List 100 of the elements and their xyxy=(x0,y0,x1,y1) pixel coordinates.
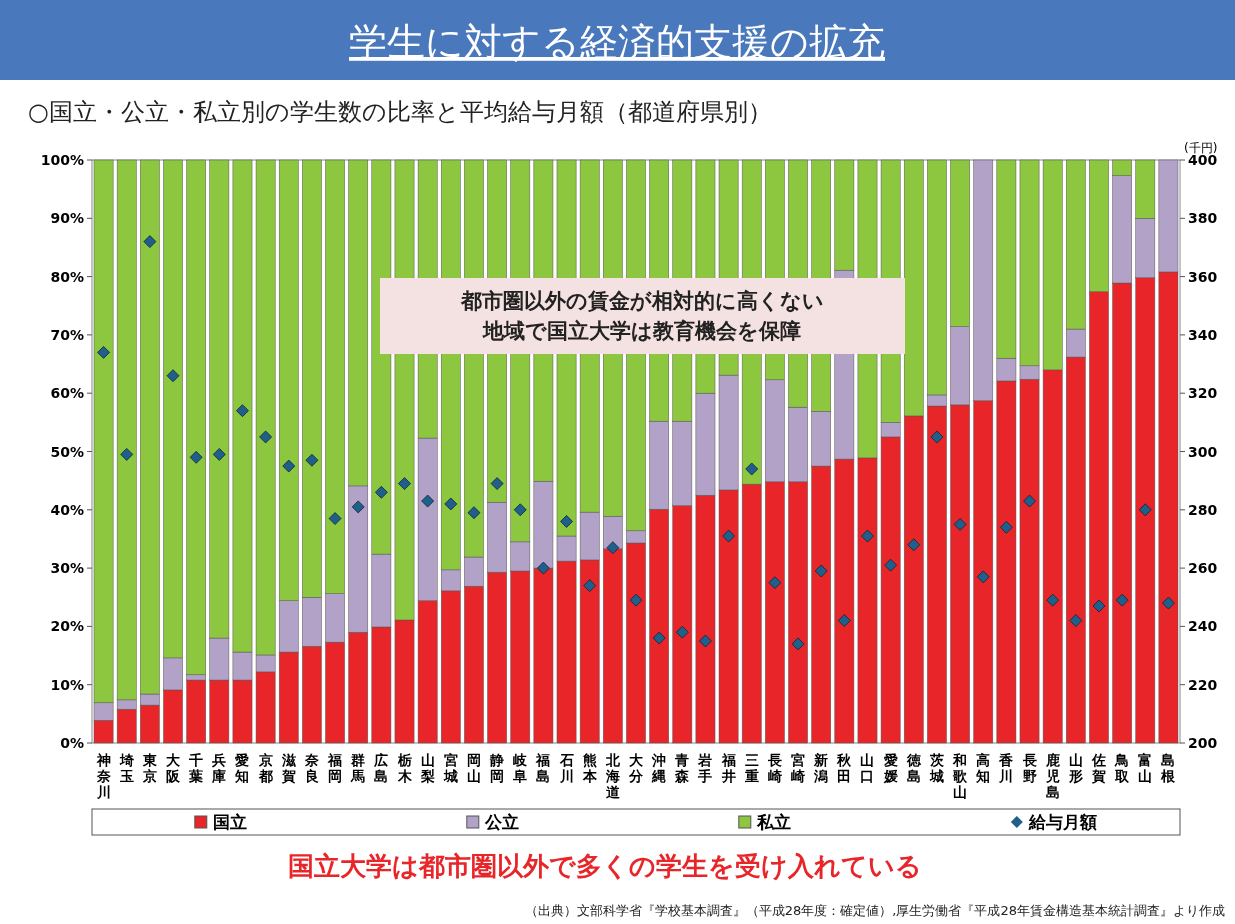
x-tick-label: 愛媛 xyxy=(882,752,898,784)
point xyxy=(1115,593,1129,607)
point xyxy=(1046,593,1060,607)
point xyxy=(212,448,226,461)
x-tick-label: 長野 xyxy=(1021,752,1037,784)
point xyxy=(814,564,828,578)
point xyxy=(745,462,759,476)
x-tick-label: 静岡 xyxy=(489,752,505,784)
y2-axis-title: (千円) xyxy=(1184,141,1218,155)
x-tick-label: 宮崎 xyxy=(791,752,806,784)
x-tick-label: 新潟 xyxy=(813,752,829,784)
y-tick-label: 10% xyxy=(50,676,84,693)
point xyxy=(444,497,458,511)
point xyxy=(467,506,481,520)
point xyxy=(328,512,342,525)
x-tick-label: 埼玉 xyxy=(118,752,134,784)
y-tick-label: 0% xyxy=(60,735,84,751)
y2-tick-label: 300 xyxy=(1188,443,1218,460)
point xyxy=(236,404,249,418)
x-tick-label: 群馬 xyxy=(350,752,366,784)
y-tick-label: 100% xyxy=(40,152,84,168)
y-tick-label: 80% xyxy=(50,268,84,285)
point xyxy=(699,634,712,648)
point xyxy=(189,450,203,464)
x-tick-label: 鹿児島 xyxy=(1044,752,1060,800)
point xyxy=(976,570,990,584)
y2-tick-label: 220 xyxy=(1188,676,1218,693)
point xyxy=(1069,614,1083,627)
point xyxy=(606,541,620,555)
point xyxy=(351,500,365,514)
point xyxy=(1092,599,1106,613)
text: 国立大学は都市圏以外で多くの学生を受け入れている xyxy=(288,851,922,881)
y2-tick-label: 380 xyxy=(1188,210,1218,227)
point xyxy=(791,637,805,651)
x-tick-label: 高知 xyxy=(975,752,991,784)
y-tick-label: 30% xyxy=(50,560,84,577)
x-tick-label: 兵庫 xyxy=(211,752,227,784)
point xyxy=(629,593,643,607)
point xyxy=(305,453,319,467)
annotation: 地域で国立大学は教育機会を保障 xyxy=(482,319,801,343)
x-tick-label: 愛知 xyxy=(234,752,250,784)
x-tick-label: 青森 xyxy=(674,752,691,784)
x-tick-label: 徳島 xyxy=(905,752,922,784)
x-tick-label: 大分 xyxy=(628,752,644,784)
x-tick-label: 岩手 xyxy=(697,752,713,784)
chart-title: 学生に対する経済的支援の拡充 xyxy=(349,20,885,64)
x-tick-label: 富山 xyxy=(1138,752,1153,784)
x-tick-label: 栃木 xyxy=(396,752,413,784)
point xyxy=(884,558,898,572)
annotation: 都市圏以外の賃金が相対的に高くない xyxy=(459,289,824,313)
x-tick-label: 岐阜 xyxy=(512,752,529,784)
y-tick-label: 40% xyxy=(50,501,84,518)
point xyxy=(537,561,550,575)
point xyxy=(861,529,874,543)
point xyxy=(374,485,388,499)
point xyxy=(259,430,273,444)
x-tick-label: 北海道 xyxy=(604,752,621,800)
point xyxy=(282,459,296,473)
x-tick-label: 香川 xyxy=(998,752,1015,784)
point xyxy=(675,625,689,639)
y-tick-label: 60% xyxy=(50,385,84,402)
y2-tick-label: 280 xyxy=(1188,501,1218,518)
x-tick-label: 山口 xyxy=(860,752,875,784)
x-tick-label: 三重 xyxy=(743,752,759,784)
x-tick-label: 石川 xyxy=(558,752,574,784)
point xyxy=(583,579,597,592)
x-tick-label: 広島 xyxy=(373,752,389,784)
x-tick-label: 沖縄 xyxy=(651,752,667,784)
y-tick-label: 70% xyxy=(50,326,84,343)
point xyxy=(513,503,527,517)
x-tick-label: 秋田 xyxy=(836,752,853,784)
x-tick-label: 岡山 xyxy=(466,752,481,784)
x-tick-label: 京都 xyxy=(257,752,273,784)
x-tick-label: 福島 xyxy=(535,752,551,784)
y2-tick-label: 200 xyxy=(1188,735,1218,751)
y2-tick-label: 260 xyxy=(1188,560,1218,577)
point xyxy=(907,538,921,552)
x-tick-label: 滋賀 xyxy=(280,752,296,784)
point xyxy=(1162,596,1175,610)
bar xyxy=(186,679,206,744)
x-tick-label: 茨城 xyxy=(928,752,945,784)
x-tick-label: 熊本 xyxy=(581,752,598,784)
point xyxy=(421,494,435,508)
x-tick-label: 長崎 xyxy=(766,752,782,784)
y2-tick-label: 400 xyxy=(1188,152,1218,168)
x-tick-label: 東京 xyxy=(141,752,158,784)
x-tick-label: 島根 xyxy=(1160,752,1177,784)
x-tick-label: 千葉 xyxy=(188,752,204,784)
x-tick-label: 大阪 xyxy=(166,752,182,784)
legend-label: 私立 xyxy=(755,812,791,832)
point xyxy=(166,369,180,383)
x-tick-label: 山形 xyxy=(1067,752,1083,784)
point xyxy=(837,614,851,627)
text: （出典）文部科学省『学校基本調査』（平成28年度：確定値）,厚生労働省『平成28年賃金構造基本統計調査』より作成 xyxy=(524,903,1225,918)
x-tick-label: 神奈川 xyxy=(95,752,112,800)
point xyxy=(143,235,157,249)
y2-tick-label: 360 xyxy=(1188,268,1218,285)
legend-label: 国立 xyxy=(212,812,247,832)
point xyxy=(97,345,110,359)
legend-label: 公立 xyxy=(483,812,519,832)
